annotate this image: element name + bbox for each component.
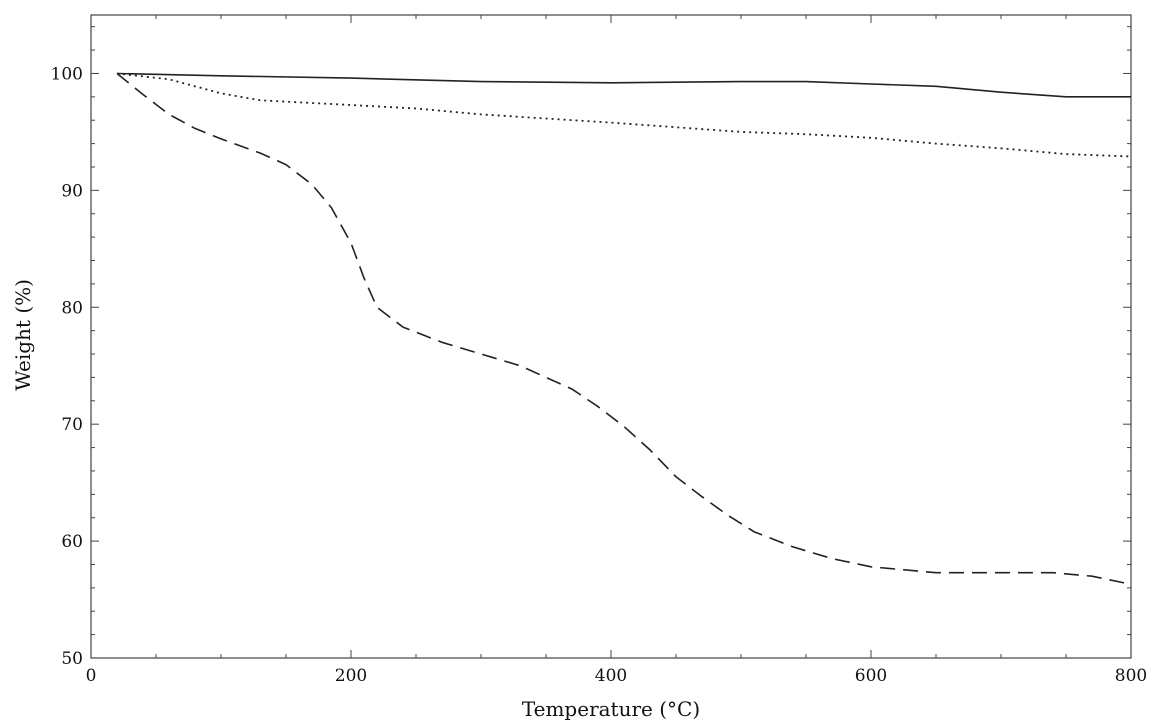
x-axis-title: Temperature (°C) (522, 697, 700, 721)
x-tick-label: 400 (595, 666, 627, 686)
series-line-solid (116, 72, 1131, 98)
x-tick-label: 200 (335, 666, 367, 686)
y-tick-label: 50 (61, 649, 83, 669)
series-line-dashed (116, 72, 1132, 586)
plot-frame (90, 14, 1132, 659)
axis-ticks (90, 15, 1132, 659)
y-tick-label: 80 (61, 298, 83, 318)
x-tick-label: 800 (1115, 666, 1147, 686)
y-tick-label: 60 (61, 532, 83, 552)
series-line-dotted (116, 72, 1132, 158)
axis-tick-labels: 0 200 400 600 800 50 60 70 80 90 100 (51, 64, 1148, 686)
y-tick-label: 70 (61, 415, 83, 435)
y-tick-label: 100 (51, 64, 83, 84)
y-tick-label: 90 (61, 181, 83, 201)
x-tick-label: 0 (86, 666, 97, 686)
y-axis-title: Weight (%) (11, 279, 35, 391)
plot-border (90, 14, 1132, 659)
x-tick-label: 600 (855, 666, 887, 686)
series-lines (116, 72, 1132, 586)
